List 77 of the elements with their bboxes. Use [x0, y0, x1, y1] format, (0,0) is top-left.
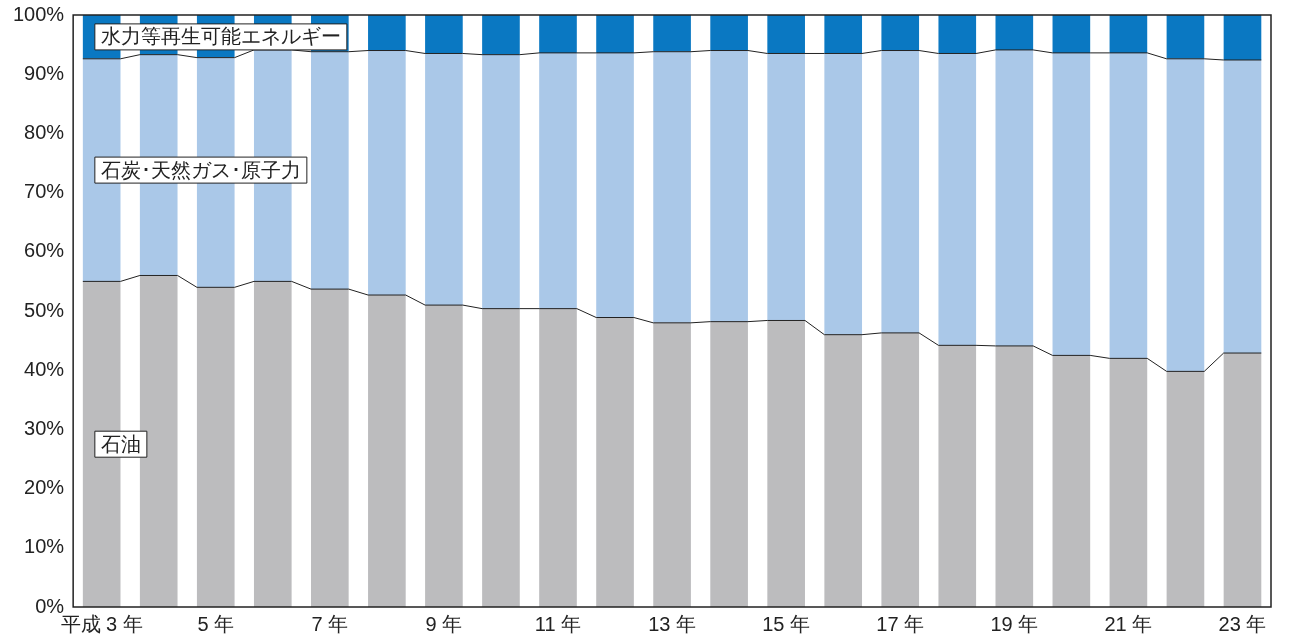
y-tick-label: 70%	[24, 180, 65, 203]
bar	[1166, 371, 1205, 607]
bar	[710, 15, 748, 51]
x-tick-label: 19 年	[990, 612, 1039, 635]
x-tick-label: 5 年	[197, 612, 235, 635]
bar	[1109, 358, 1148, 607]
bar	[596, 317, 634, 607]
bar	[425, 305, 463, 607]
bar	[653, 51, 691, 323]
bar	[1223, 15, 1262, 60]
x-tick-label: 11 年	[534, 612, 582, 635]
bar	[824, 334, 863, 607]
bar	[1223, 59, 1262, 354]
bar	[995, 15, 1034, 50]
bar	[1223, 353, 1262, 607]
bar	[1109, 52, 1148, 359]
bar	[767, 53, 805, 321]
bar	[995, 345, 1034, 607]
bar	[482, 15, 520, 55]
bar	[938, 345, 977, 607]
y-tick-label: 60%	[24, 239, 65, 262]
x-tick-label: 13 年	[648, 612, 696, 635]
bar	[938, 53, 977, 346]
bar	[596, 52, 634, 318]
x-tick-label: 9 年	[425, 612, 463, 635]
bar	[1052, 52, 1091, 356]
y-tick-label: 40%	[24, 357, 65, 380]
series-label: 石油	[100, 432, 141, 455]
bar	[824, 15, 863, 54]
bar	[196, 287, 235, 607]
x-tick-label: 平成 3 年	[60, 612, 143, 635]
bar	[1109, 15, 1148, 53]
bar	[1052, 355, 1091, 607]
series-label: 石炭･天然ガス･原子力	[100, 158, 301, 181]
bar	[311, 289, 349, 607]
bar	[653, 15, 691, 52]
bar	[767, 15, 805, 54]
bar	[425, 15, 463, 54]
bar	[311, 51, 349, 290]
x-tick-label: 23 年	[1218, 612, 1267, 635]
bar	[539, 15, 577, 53]
bar	[824, 53, 863, 335]
series-label: 水力等再生可能エネルギー	[100, 25, 341, 48]
x-tick-label: 21 年	[1104, 612, 1153, 635]
y-tick-label: 10%	[24, 535, 65, 558]
bar	[368, 295, 406, 607]
y-tick-label: 100%	[13, 2, 65, 25]
bar	[995, 49, 1034, 346]
bar	[539, 52, 577, 309]
y-tick-label: 20%	[24, 476, 65, 499]
bar	[425, 53, 463, 306]
bar	[938, 15, 977, 54]
bar	[368, 50, 406, 296]
y-tick-label: 30%	[24, 416, 65, 439]
y-tick-label: 90%	[24, 61, 65, 84]
bar	[881, 332, 920, 607]
bar	[1166, 58, 1205, 372]
bar	[139, 275, 178, 607]
x-tick-label: 15 年	[762, 612, 811, 635]
bar	[653, 322, 691, 607]
bar	[482, 308, 520, 607]
bar	[596, 15, 634, 53]
x-tick-label: 17 年	[876, 612, 925, 635]
bar	[539, 308, 577, 607]
bar	[881, 50, 920, 333]
bar	[1166, 15, 1205, 59]
bar	[710, 50, 748, 322]
y-tick-label: 80%	[24, 120, 65, 143]
bar	[1052, 15, 1091, 53]
y-tick-label: 50%	[24, 298, 65, 321]
x-tick-label: 7 年	[311, 612, 349, 635]
bar	[482, 54, 520, 309]
bar	[767, 320, 805, 607]
bar	[710, 321, 748, 607]
bar	[881, 15, 920, 51]
bar	[368, 15, 406, 51]
bar	[253, 281, 292, 607]
